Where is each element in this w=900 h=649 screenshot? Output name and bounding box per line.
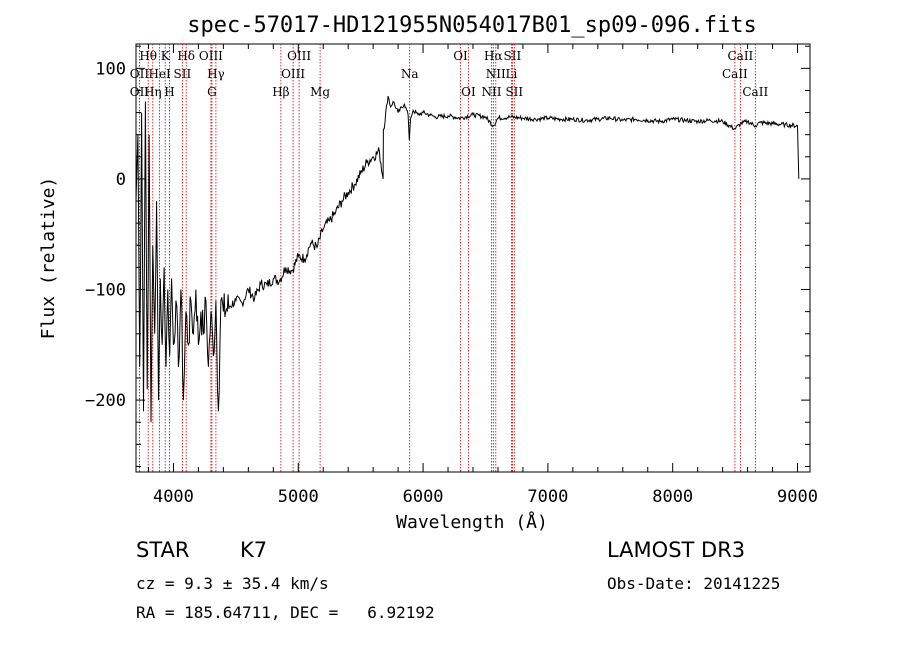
emission-line-label: SII: [504, 49, 522, 63]
emission-line-markers: [138, 44, 756, 472]
emission-line-label: NII: [486, 67, 506, 81]
plot-frame: [135, 43, 811, 473]
emission-line-label: Hα: [484, 49, 503, 63]
emission-line-label: Hδ: [177, 49, 195, 63]
emission-line-label: OII: [130, 67, 150, 81]
coordinates: RA = 185.64711, DEC = 6.92192: [136, 603, 435, 622]
spectrum-line: [135, 95, 800, 423]
y-tick-label: 100: [95, 59, 126, 79]
x-tick-label: 4000: [153, 487, 194, 507]
emission-line-label: HeI: [148, 67, 171, 81]
emission-line-label: OIII: [281, 67, 305, 81]
emission-line-label: OIII: [287, 49, 311, 63]
emission-line-label: Na: [401, 67, 419, 81]
emission-line-label: OII: [130, 85, 150, 99]
emission-line-label: OI: [461, 85, 476, 99]
emission-line-label: CaII: [742, 85, 768, 99]
y-axis-label: Flux (relative): [38, 177, 59, 340]
y-tick-label: 0: [116, 170, 126, 190]
emission-line-label: Hγ: [207, 67, 225, 81]
survey-name: LAMOST DR3: [607, 538, 746, 562]
emission-line-label: SII: [174, 67, 192, 81]
emission-line-label: CaII: [722, 67, 748, 81]
emission-line-label: Mg: [310, 85, 330, 99]
object-class: STAR: [136, 538, 190, 562]
axis-ticks: 4000 5000 6000 7000 8000 9000 100 0 −100 −200: [85, 44, 818, 507]
emission-line-label: Hθ: [139, 49, 157, 63]
y-tick-label: −100: [85, 281, 126, 301]
spectrum-series: [135, 95, 800, 423]
emission-line-label: NII: [482, 85, 502, 99]
redshift-velocity: cz = 9.3 ± 35.4 km/s: [136, 574, 329, 593]
emission-line-label: K: [161, 49, 171, 63]
emission-line-label: Hη: [144, 85, 162, 99]
emission-line-label: H: [164, 85, 174, 99]
x-tick-label: 5000: [278, 487, 319, 507]
y-tick-label: −200: [85, 391, 126, 411]
x-tick-label: 6000: [403, 487, 444, 507]
observation-date: Obs-Date: 20141225: [607, 574, 781, 593]
emission-line-label: OI: [453, 49, 468, 63]
x-tick-label: 9000: [777, 487, 818, 507]
emission-line-label: OIII: [199, 49, 223, 63]
emission-line-label: CaII: [727, 49, 753, 63]
chart-title: spec-57017-HD121955N054017B01_sp09-096.f…: [187, 13, 757, 38]
emission-line-label: Hβ: [272, 85, 289, 99]
object-subclass: K7: [240, 538, 268, 562]
x-axis-label: Wavelength (Å): [396, 511, 548, 533]
emission-line-label: Li: [505, 67, 517, 81]
emission-line-label: G: [207, 85, 217, 99]
x-tick-label: 8000: [652, 487, 693, 507]
emission-line-label: SII: [505, 85, 523, 99]
x-tick-label: 7000: [527, 487, 568, 507]
